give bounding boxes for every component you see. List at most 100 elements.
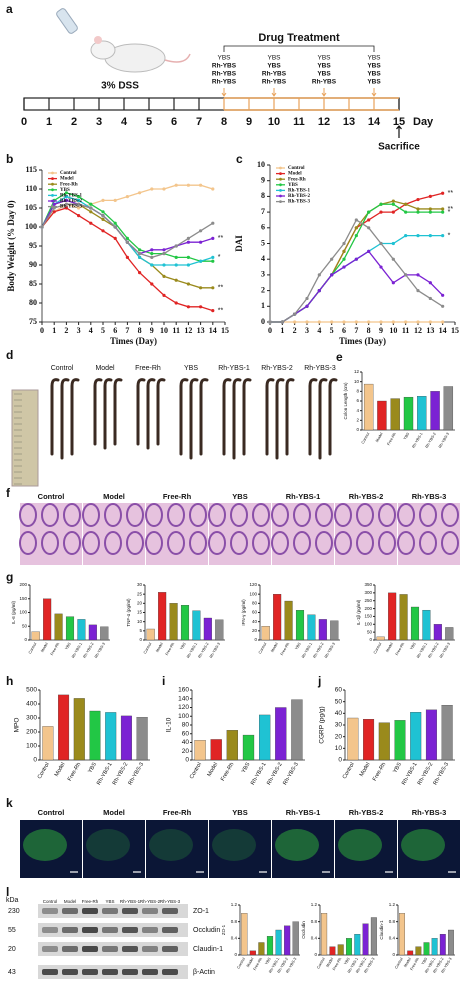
sacrifice-arrow xyxy=(396,125,402,138)
point xyxy=(441,234,445,238)
point xyxy=(379,241,383,246)
bar xyxy=(88,624,97,641)
y-tick-label: 20 xyxy=(137,601,143,606)
point xyxy=(354,320,358,324)
point xyxy=(342,265,346,269)
wb-band xyxy=(62,969,78,975)
wb-band xyxy=(142,908,158,914)
panel-label: i xyxy=(162,674,165,688)
y-tick-label: 4 xyxy=(356,408,359,413)
image-label: YBS xyxy=(184,365,198,372)
x-tick-label: 14 xyxy=(209,326,217,335)
bar xyxy=(363,383,374,431)
point xyxy=(186,240,190,244)
point xyxy=(404,320,408,324)
wb-marker: 20 xyxy=(8,946,16,953)
bar xyxy=(376,636,385,641)
point xyxy=(174,263,178,267)
point xyxy=(199,305,203,309)
legend-marker xyxy=(51,182,54,186)
bar xyxy=(136,717,148,761)
y-tick-label: 5 xyxy=(139,628,142,633)
point xyxy=(416,210,420,214)
x-tick-label: 1 xyxy=(280,326,284,335)
y-axis-label: Colon Length (cm) xyxy=(343,382,348,420)
bar xyxy=(291,699,303,761)
y-tick-label: 0 xyxy=(185,757,189,764)
bar xyxy=(422,609,431,641)
timeline-box xyxy=(23,97,400,111)
y-tick-label: 30 xyxy=(335,722,343,729)
x-tick-label: Rh-YBS-1 xyxy=(71,642,83,659)
y-axis-label: DAI xyxy=(234,235,244,252)
point xyxy=(89,202,93,206)
group-drug: Rh-YBS xyxy=(212,71,237,78)
point xyxy=(391,210,395,214)
bar xyxy=(226,730,238,761)
y-tick-label: 8 xyxy=(356,389,359,394)
y-tick-label: 60 xyxy=(252,610,258,615)
y-tick-label: 3 xyxy=(261,270,265,279)
y-tick-label: 10 xyxy=(335,745,343,752)
crypt xyxy=(378,531,396,555)
y-tick-label: 300 xyxy=(364,590,372,595)
point xyxy=(89,221,93,225)
point xyxy=(317,273,321,277)
y-tick-label: 40 xyxy=(182,739,190,746)
point xyxy=(367,249,371,253)
crypt xyxy=(356,531,374,555)
wb-band xyxy=(82,927,98,933)
point xyxy=(138,255,142,259)
wb-lane: Rh-YBS-2 xyxy=(140,899,161,904)
legend-label: Rh-YBS-3 xyxy=(288,200,310,205)
y-axis-label: Body Weight (% Day 0) xyxy=(6,200,16,291)
point xyxy=(428,207,432,211)
colon xyxy=(156,378,166,446)
x-tick-label: 14 xyxy=(439,326,447,335)
x-tick-label: Model xyxy=(270,642,279,653)
group-drug: YBS xyxy=(367,55,381,62)
colon xyxy=(103,378,113,450)
panel-label: g xyxy=(6,570,13,584)
x-tick-label: 13 xyxy=(197,326,205,335)
x-tick-label: 2 xyxy=(293,326,297,335)
group-drug: Rh-YBS xyxy=(312,79,337,86)
point xyxy=(404,210,408,214)
crypt xyxy=(63,503,81,527)
point xyxy=(416,207,420,211)
bar xyxy=(89,710,101,761)
y-tick-label: 0 xyxy=(261,317,265,326)
x-tick-label: Rh-YBS-1 xyxy=(186,642,198,659)
crypt xyxy=(126,531,144,555)
series-line xyxy=(270,250,444,323)
x-tick-label: 5 xyxy=(101,326,105,335)
bar xyxy=(194,740,206,761)
wb-band xyxy=(62,946,78,952)
x-tick-label: 9 xyxy=(150,326,154,335)
bar xyxy=(100,626,109,641)
point xyxy=(416,197,420,202)
point xyxy=(150,282,154,286)
bar xyxy=(105,712,117,761)
image-label: Free-Rh xyxy=(163,808,192,817)
panel-label: k xyxy=(6,796,13,810)
x-tick-label: Free-Rh xyxy=(67,762,82,783)
x-tick-label: 4 xyxy=(317,326,321,335)
point xyxy=(77,195,81,199)
significance: ** xyxy=(218,285,224,292)
crypt xyxy=(356,503,374,527)
series-line xyxy=(270,203,443,323)
point xyxy=(268,320,272,324)
bar xyxy=(258,942,265,956)
bar xyxy=(261,626,270,641)
bar xyxy=(410,712,422,761)
point xyxy=(138,248,142,252)
point xyxy=(404,234,408,238)
point xyxy=(391,257,395,261)
series-line xyxy=(41,207,213,312)
zo1-signal xyxy=(275,829,319,861)
x-tick-label: Free-Rh xyxy=(280,642,290,656)
y-tick-label: 100 xyxy=(25,222,37,231)
y-axis-label: Occludin xyxy=(301,921,306,939)
x-tick-label: Control xyxy=(28,642,38,655)
